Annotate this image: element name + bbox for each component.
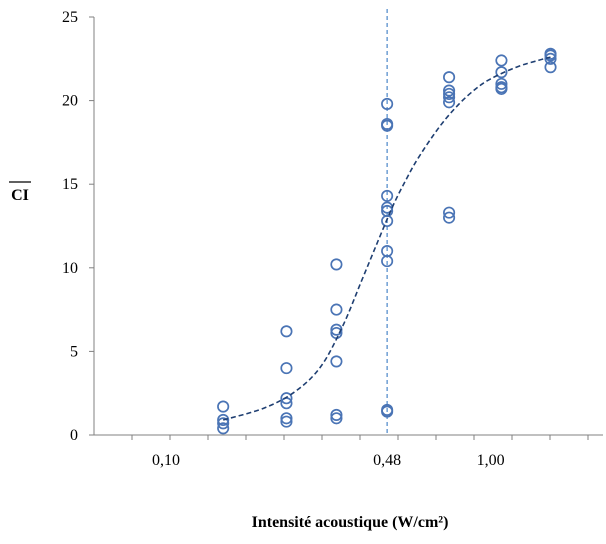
x-tick-label: 0,10: [152, 452, 180, 469]
data-point: [330, 408, 343, 421]
y-axis-label: CI: [11, 187, 29, 204]
y-tick-label: 5: [70, 343, 78, 360]
data-point: [280, 392, 293, 405]
data-point: [381, 405, 394, 418]
data-point: [544, 49, 557, 62]
data-point: [443, 84, 456, 97]
labels: CI Intensité acoustique (W/cm²): [9, 181, 449, 531]
data-point: [217, 413, 230, 427]
data-point: [381, 255, 394, 268]
axes: 0 5 10 15 20 25 0,10 0,48 1,00: [62, 9, 603, 469]
y-tick-label: 25: [62, 9, 78, 26]
data-point: [544, 61, 557, 74]
data-point: [381, 97, 394, 110]
data-point: [495, 82, 508, 95]
data-point: [381, 119, 394, 132]
data-point: [495, 66, 508, 79]
data-point: [544, 52, 557, 65]
data-point: [443, 206, 456, 219]
data-point: [217, 417, 230, 430]
data-point: [330, 258, 343, 271]
y-tick-label: 10: [62, 260, 78, 277]
data-point: [217, 422, 230, 435]
x-tick-label: 0,48: [373, 452, 401, 469]
data-point: [381, 189, 394, 202]
x-axis-label: Intensité acoustique (W/cm²): [252, 514, 449, 531]
y-tick-label: 15: [62, 176, 78, 193]
data-point: [381, 214, 394, 228]
data-point: [443, 87, 456, 100]
data-point: [330, 355, 343, 368]
data-point: [217, 400, 230, 413]
data-point: [443, 71, 456, 84]
data-point: [280, 362, 293, 375]
x-tick-label: 1,00: [477, 452, 505, 469]
data-point: [280, 412, 293, 425]
data-point: [443, 211, 456, 224]
trend-curve-group: [222, 56, 551, 421]
data-point: [495, 77, 508, 90]
data-point: [330, 303, 343, 316]
y-tick-label: 0: [70, 427, 78, 444]
data-point: [280, 415, 293, 428]
y-tick-label: 20: [62, 93, 78, 110]
data-point: [443, 96, 456, 109]
data-point: [443, 91, 456, 104]
data-point: [330, 412, 343, 425]
trend-curve: [222, 56, 551, 421]
data-point: [280, 325, 293, 338]
data-points: [217, 47, 557, 435]
data-point: [495, 54, 508, 67]
